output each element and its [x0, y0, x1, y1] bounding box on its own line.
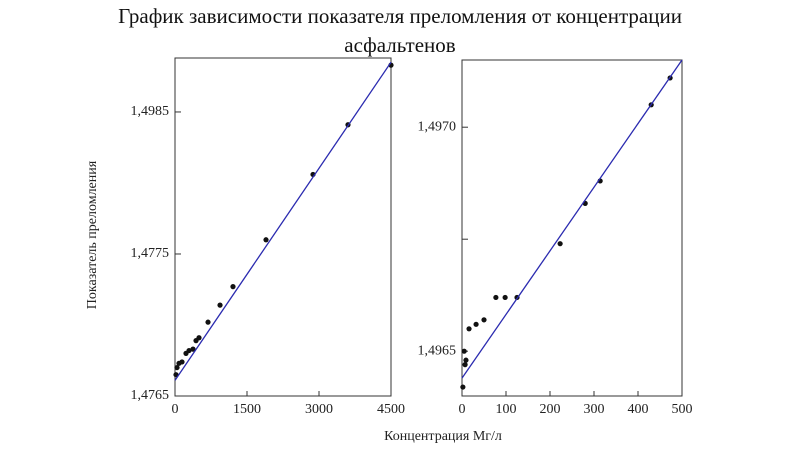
data-point	[473, 321, 479, 327]
x-tick-label: 200	[540, 402, 561, 417]
y-tick-label: 1,4985	[131, 104, 170, 119]
plot-frame	[461, 59, 683, 397]
data-point	[481, 317, 487, 323]
data-point	[179, 359, 185, 365]
plot-frame	[174, 57, 392, 397]
data-point	[174, 364, 180, 371]
x-tick-label: 3000	[305, 402, 333, 417]
x-axis-label: Концентрация Мг/л	[384, 429, 502, 444]
data-point	[462, 362, 468, 368]
y-tick-label: 1,4775	[131, 246, 170, 261]
data-point	[461, 348, 467, 354]
data-point	[463, 357, 469, 363]
x-tick-label: 0	[459, 402, 466, 417]
x-tick-label: 400	[628, 402, 649, 417]
x-tick-label: 4500	[377, 402, 405, 417]
x-tick-label: 300	[584, 402, 605, 417]
fit-line	[461, 59, 683, 379]
y-axis-label: Показатель преломления	[85, 160, 100, 309]
y-tick-label: 1,4965	[418, 343, 457, 358]
y-tick-label: 1,4970	[418, 119, 457, 134]
x-tick-label: 100	[496, 402, 517, 417]
data-point	[205, 319, 211, 325]
chart-title: График зависимости показателя преломлени…	[118, 4, 682, 57]
data-point	[196, 335, 202, 341]
data-point	[217, 302, 223, 308]
data-point	[186, 347, 192, 354]
x-tick-label: 1500	[233, 402, 261, 417]
x-tick-label: 500	[672, 402, 693, 417]
data-point	[493, 294, 499, 301]
data-point	[557, 241, 563, 247]
data-point	[460, 384, 466, 390]
y-tick-label: 1,4765	[131, 388, 170, 403]
data-point	[466, 326, 472, 332]
data-point	[263, 237, 269, 243]
fit-line	[174, 61, 392, 381]
data-point	[230, 284, 236, 290]
data-point	[190, 346, 196, 352]
x-tick-label: 0	[172, 402, 179, 417]
data-point	[502, 294, 508, 301]
